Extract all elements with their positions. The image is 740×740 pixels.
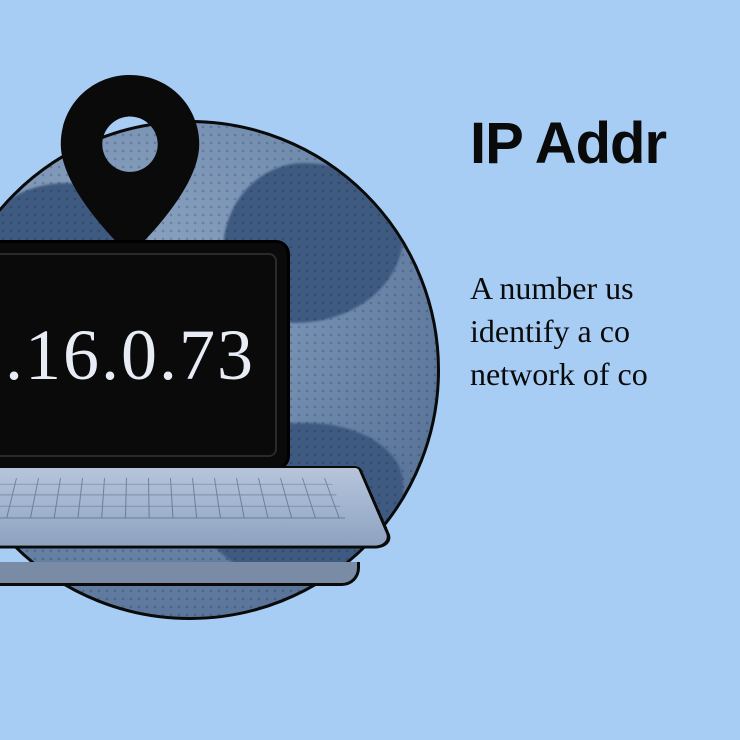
infographic-canvas: 2.16.0.73 IP Addr A number us identify a… [0, 0, 740, 740]
keyboard-keys [0, 478, 345, 518]
illustration-group: 2.16.0.73 [0, 60, 440, 660]
text-content: IP Addr A number us identify a co networ… [470, 110, 730, 397]
definition-line: network of co [470, 353, 730, 396]
laptop-keyboard [0, 466, 360, 576]
definition-line: identify a co [470, 310, 730, 353]
ip-address-text: 2.16.0.73 [0, 314, 255, 397]
laptop-icon: 2.16.0.73 [0, 240, 360, 576]
infographic-title: IP Addr [470, 110, 730, 177]
location-pin-icon [60, 75, 200, 255]
keyboard-edge [0, 562, 360, 586]
infographic-definition: A number us identify a co network of co [470, 267, 730, 397]
laptop-screen: 2.16.0.73 [0, 240, 290, 470]
definition-line: A number us [470, 267, 730, 310]
